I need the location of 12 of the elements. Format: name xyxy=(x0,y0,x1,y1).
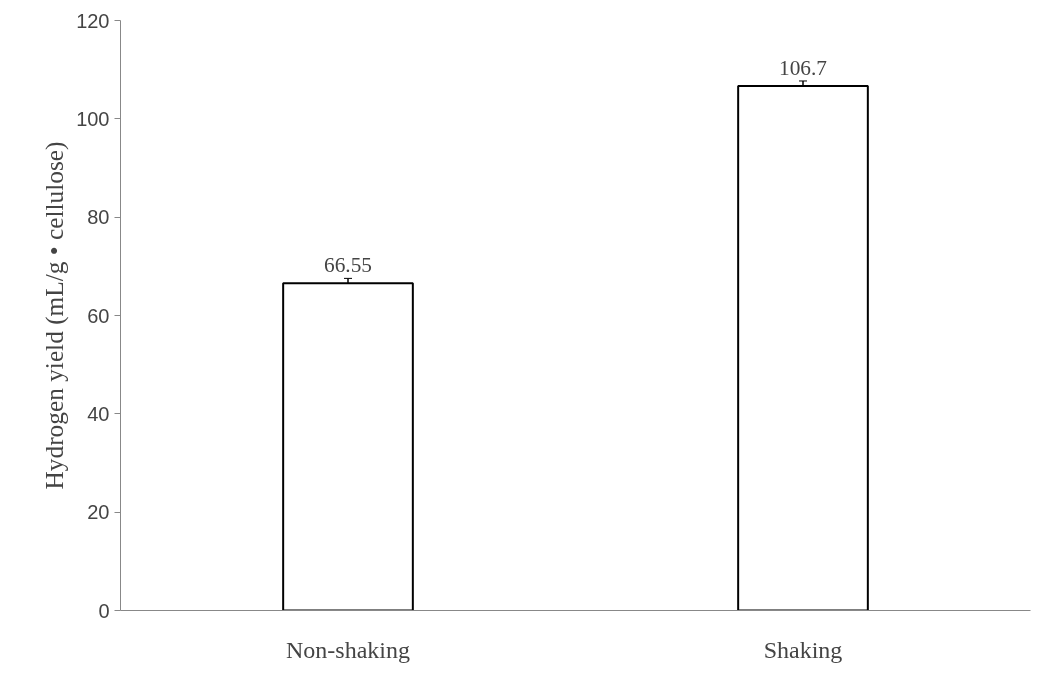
data-label: 66.55 xyxy=(324,253,373,278)
y-tick-label: 80 xyxy=(87,206,110,229)
y-tick-label: 0 xyxy=(98,599,110,622)
y-tick-label: 100 xyxy=(76,107,110,130)
y-tick-label: 40 xyxy=(87,402,110,425)
y-axis-title: Hydrogen yield (mL/g • cellulose) xyxy=(40,141,70,490)
y-tick-label: 20 xyxy=(87,501,110,524)
y-tick-label: 60 xyxy=(87,304,110,327)
data-label: 106.7 xyxy=(779,55,828,80)
y-tick-label: 120 xyxy=(76,9,110,32)
x-tick-label: Non-shaking xyxy=(286,636,410,663)
x-tick-label: Shaking xyxy=(763,636,843,663)
